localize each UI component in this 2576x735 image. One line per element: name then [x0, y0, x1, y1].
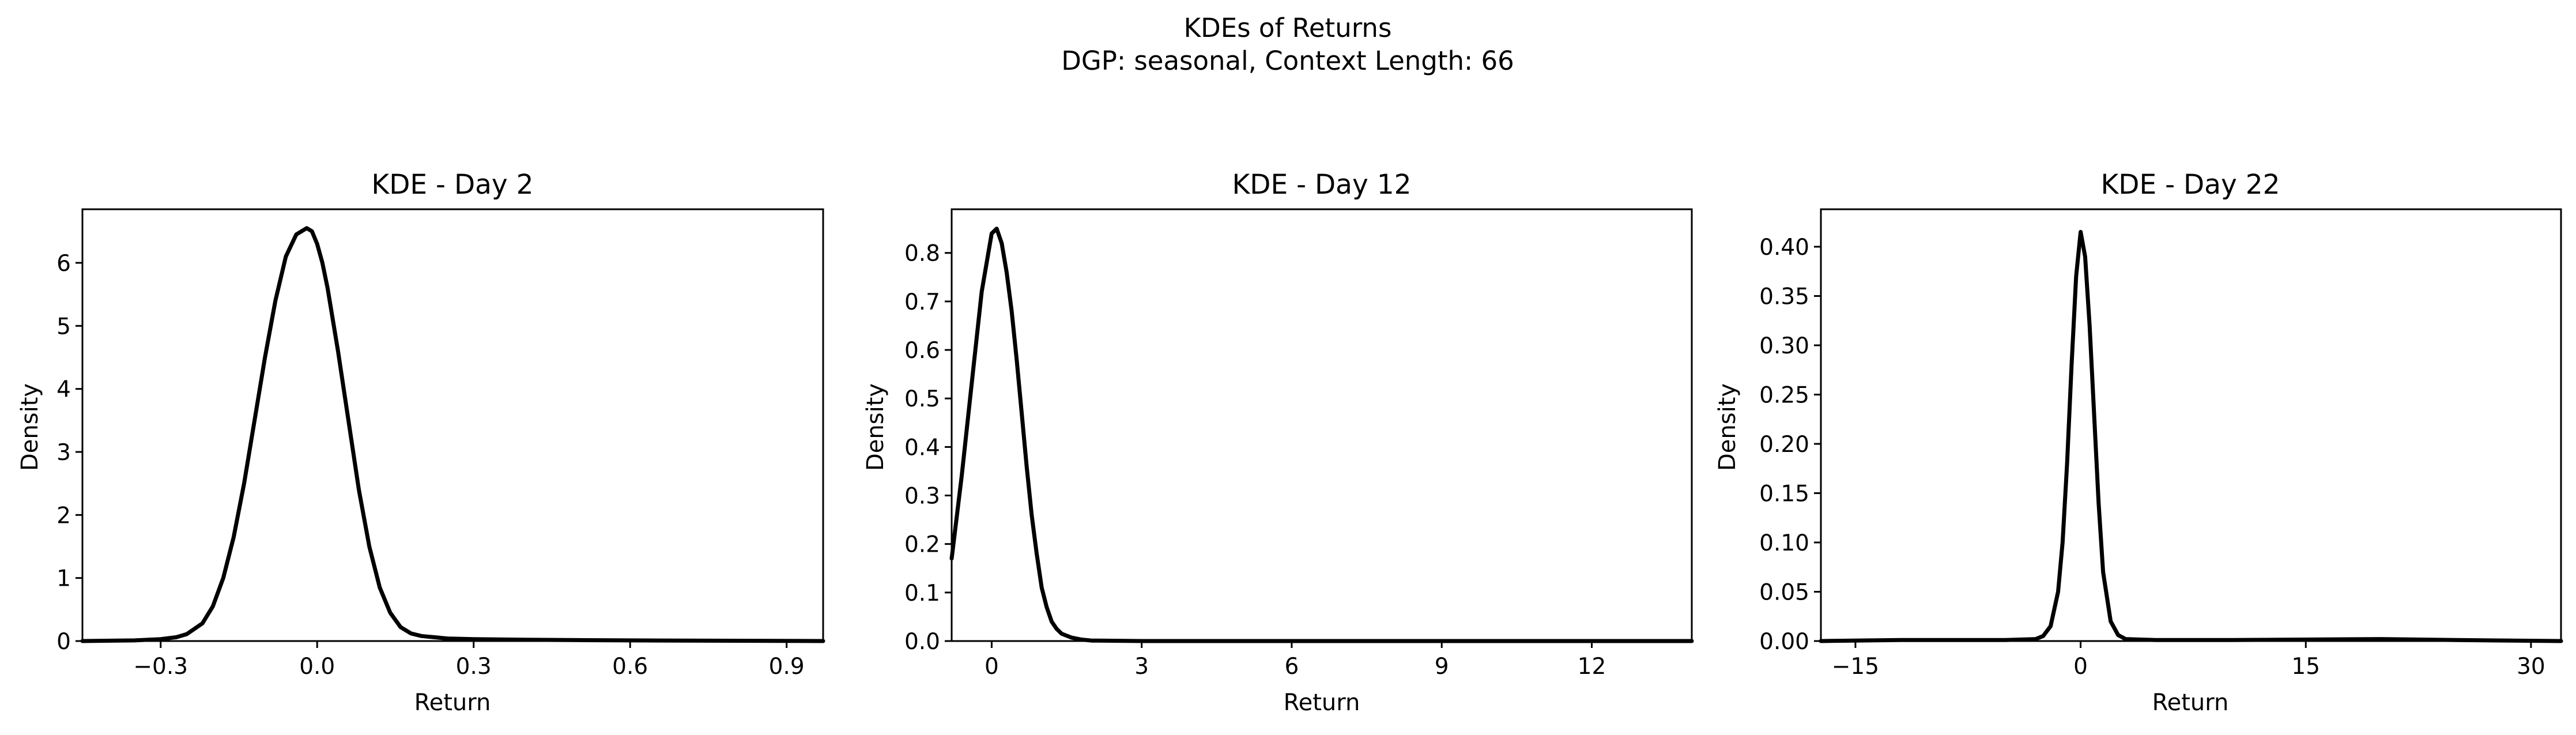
y-tick-label: 0.10 [1759, 530, 1809, 556]
axes-frame [1820, 208, 2562, 642]
x-tick-label: 0 [2073, 654, 2088, 680]
x-axis-label: Return [1284, 689, 1360, 716]
y-tick-label: 0.30 [1759, 333, 1809, 359]
x-tick-label: 0.9 [769, 654, 805, 680]
y-tick-label: 2 [56, 503, 71, 529]
panel-day-22: KDE - Day 22 −15 0 15 30 0.00 0.05 0.10 0.15 0.2… [1714, 169, 2563, 716]
x-tick-label: 6 [1285, 654, 1299, 680]
x-tick-label: 0.0 [299, 654, 335, 680]
kde-curve [1819, 229, 2563, 643]
x-tick-label: 15 [2291, 654, 2320, 680]
y-tick-label: 0.00 [1759, 629, 1809, 655]
y-axis-label: Density [17, 383, 43, 471]
x-axis-label: Return [2152, 689, 2229, 716]
y-tick-label: 0.5 [904, 386, 940, 412]
y-tick-label: 0.15 [1759, 481, 1809, 507]
kde-curve [80, 226, 825, 643]
plot-area: −15 0 15 30 0.00 0.05 0.10 0.15 0.20 0.25 0.30 0.35… [1759, 208, 2563, 680]
panel-day-2: KDE - Day 2 −0.3 0.0 0.3 0.6 0.9 0 1 2 3 4 5 6 Retu… [17, 169, 825, 716]
plot-area: 0 3 6 9 12 0.0 0.1 0.2 0.3 0.4 0.5 0.6 0.7 0.8 [904, 208, 1694, 680]
y-tick-label: 3 [56, 440, 71, 466]
y-tick-label: 0.4 [904, 435, 940, 461]
y-tick-label: 0.6 [904, 338, 940, 364]
y-tick-label: 4 [56, 377, 71, 403]
x-tick-label: 12 [1578, 654, 1606, 680]
y-tick-label: 6 [56, 251, 71, 277]
plot-area: −0.3 0.0 0.3 0.6 0.9 0 1 2 3 4 5 6 [56, 208, 825, 680]
y-tick-label: 0.1 [904, 581, 940, 606]
axes-frame [81, 208, 824, 642]
x-tick-label: −0.3 [133, 654, 188, 680]
figure-subtitle: DGP: seasonal, Context Length: 66 [1061, 46, 1514, 76]
x-tick-label: 0.6 [612, 654, 648, 680]
x-tick-label: 3 [1134, 654, 1149, 680]
y-tick-label: 0.20 [1759, 432, 1809, 458]
y-tick-label: 0.40 [1759, 235, 1809, 261]
y-tick-label: 0.25 [1759, 382, 1809, 408]
panel-title: KDE - Day 22 [2100, 169, 2280, 201]
panel-title: KDE - Day 12 [1232, 169, 1411, 201]
y-tick-label: 0.2 [904, 532, 940, 558]
x-tick-label: −15 [1832, 654, 1879, 680]
y-tick-label: 0.3 [904, 484, 940, 510]
x-tick-label: 30 [2517, 654, 2545, 680]
y-tick-label: 1 [56, 566, 71, 592]
panel-title: KDE - Day 2 [371, 169, 533, 201]
x-tick-label: 9 [1435, 654, 1449, 680]
figure-title: KDEs of Returns [1184, 13, 1392, 43]
y-tick-label: 0.0 [904, 629, 940, 655]
panel-day-12: KDE - Day 12 0 3 6 9 12 0.0 0.1 0.2 0.3 0.4 0.5 0.6… [862, 169, 1694, 716]
axes-frame [951, 208, 1693, 642]
y-tick-label: 0.7 [904, 289, 940, 315]
x-tick-label: 0 [985, 654, 999, 680]
y-tick-label: 0.35 [1759, 284, 1809, 310]
x-tick-label: 0.3 [456, 654, 492, 680]
y-axis-label: Density [1714, 383, 1741, 471]
x-axis-label: Return [414, 689, 491, 716]
y-tick-label: 5 [56, 314, 71, 340]
y-tick-label: 0 [56, 629, 71, 655]
y-tick-label: 0.8 [904, 241, 940, 267]
y-axis-label: Density [862, 383, 889, 471]
y-tick-label: 0.05 [1759, 579, 1809, 605]
